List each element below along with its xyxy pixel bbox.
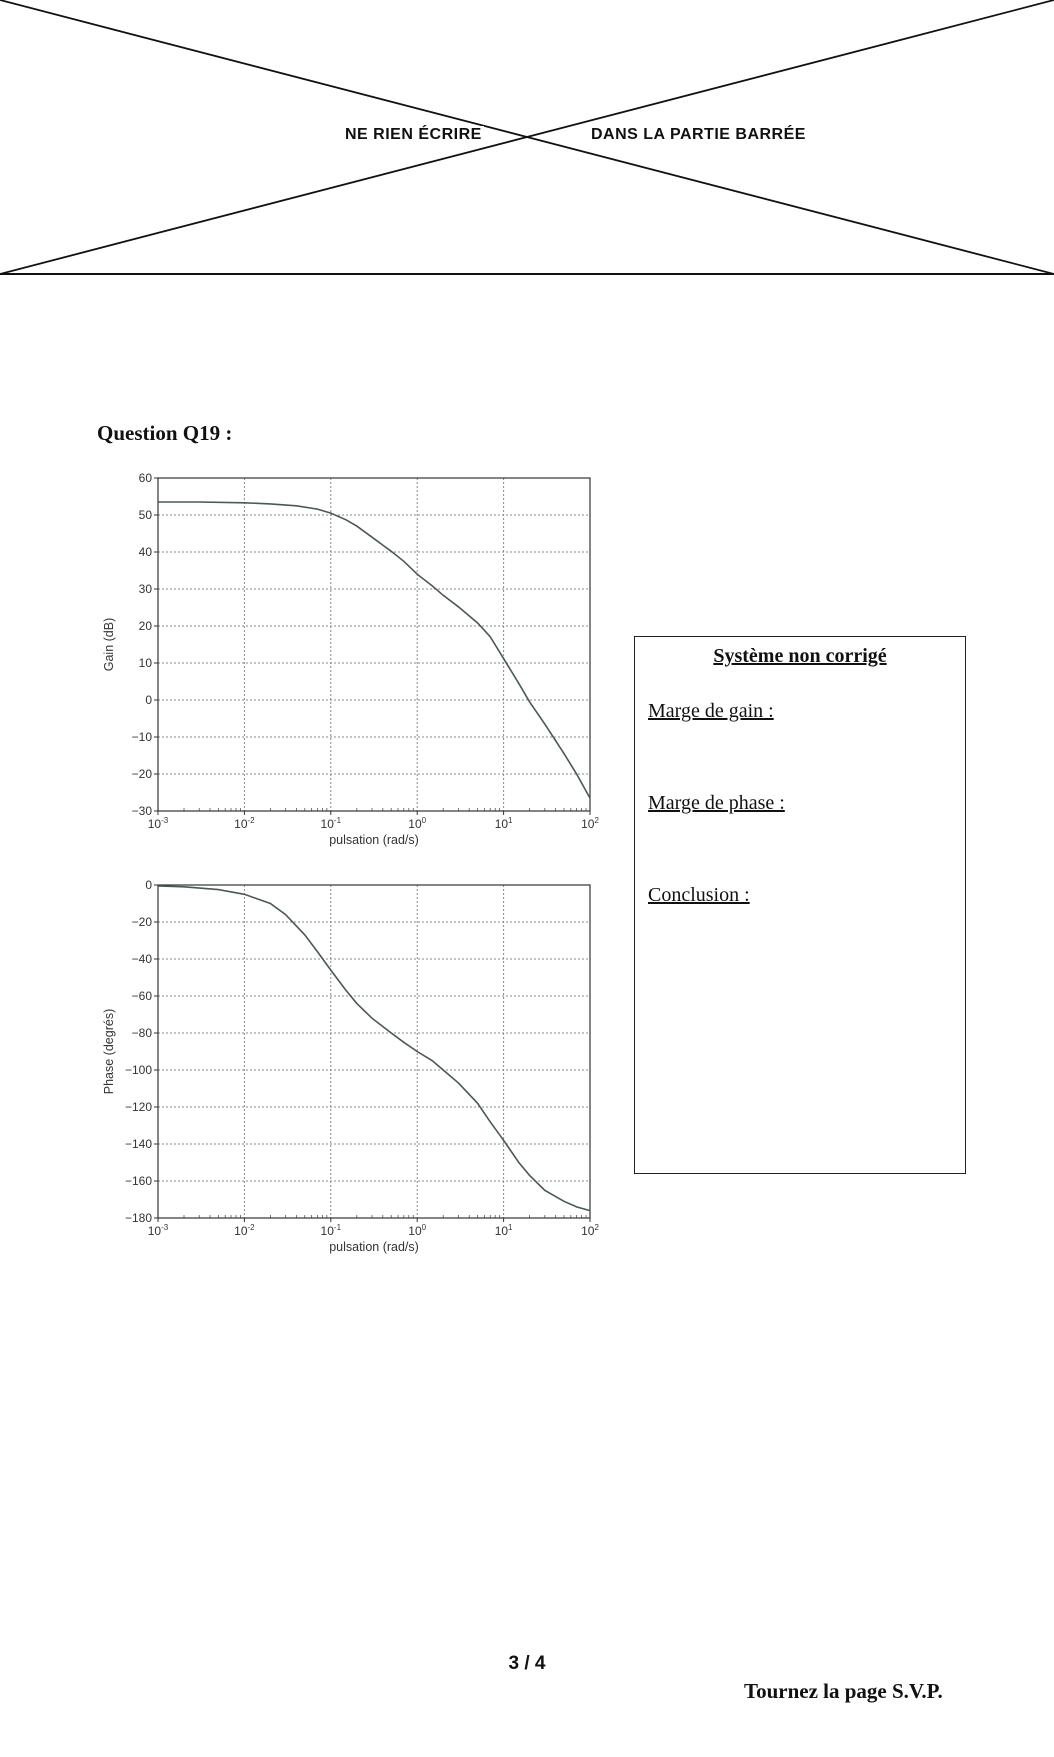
gain-x-tick-label: 102 — [581, 816, 599, 831]
gain-x-tick-label: 10-1 — [321, 816, 342, 831]
phase-y-tick-label: 0 — [145, 878, 152, 892]
phase-plot-frame — [157, 884, 591, 1219]
gain-chart: 10-3 10-2 10-1 100 101 102 60 50 40 30 20 10 0 −10 −20… — [96, 469, 616, 864]
gain-y-tick-label: −10 — [132, 730, 153, 744]
banner-right-text: DANS LA PARTIE BARRÉE — [589, 126, 808, 144]
gain-x-tick-label: 101 — [495, 816, 513, 831]
phase-y-tick-label: −60 — [132, 989, 153, 1003]
gain-y-tick-label: 20 — [139, 619, 153, 633]
phase-y-tick-label: −20 — [132, 915, 153, 929]
turn-page-note: Tournez la page S.V.P. — [744, 1679, 943, 1703]
phase-x-tick-label: 100 — [408, 1223, 426, 1238]
phase-y-tick-label: −100 — [125, 1063, 152, 1077]
gain-x-tick-label: 10-3 — [148, 816, 169, 831]
gain-bode-plot: 10-3 10-2 10-1 100 101 1026050403020100−10−20… — [102, 471, 599, 847]
phase-x-tick-label: 101 — [495, 1223, 513, 1238]
gain-margin-label: Marge de gain : — [648, 700, 774, 722]
gain-y-tick-label: 60 — [139, 471, 153, 485]
gain-y-tick-label: 10 — [139, 656, 153, 670]
answer-box-title: Système non corrigé — [713, 645, 887, 667]
phase-y-tick-label: −40 — [132, 952, 153, 966]
gain-plot-frame — [157, 477, 591, 812]
phase-x-tick-label: 10-2 — [234, 1223, 255, 1238]
phase-chart: 10-3 10-2 10-1 100 101 102 0 −20 −40 −60 −80 −100 −1… — [96, 876, 616, 1271]
banner-left-text: NE RIEN ÉCRIRE — [343, 126, 484, 144]
gain-y-axis-label: Gain (dB) — [102, 618, 116, 672]
answer-box: Système non corrigé Marge de gain : Marg… — [634, 636, 966, 1174]
crossed-area-lines — [0, 0, 1054, 275]
phase-x-tick-label: 102 — [581, 1223, 599, 1238]
gain-y-tick-label: 50 — [139, 508, 153, 522]
gain-series-line — [158, 501, 591, 799]
phase-x-axis-label: pulsation (rad/s) — [329, 1240, 419, 1254]
phase-x-tick-label: 10-1 — [321, 1223, 342, 1238]
phase-x-tick-label: 10-3 — [148, 1223, 169, 1238]
gain-x-axis-label: pulsation (rad/s) — [329, 833, 419, 847]
phase-y-tick-label: −180 — [125, 1211, 152, 1225]
phase-margin-label: Marge de phase : — [648, 792, 785, 814]
gain-x-tick-label: 10-2 — [234, 816, 255, 831]
phase-y-axis-label: Phase (degrés) — [102, 1009, 116, 1094]
conclusion-label: Conclusion : — [648, 884, 750, 906]
gain-y-tick-label: 40 — [139, 545, 153, 559]
phase-y-tick-label: −140 — [125, 1137, 152, 1151]
phase-series-line — [157, 885, 591, 1212]
phase-y-tick-label: −80 — [132, 1026, 153, 1040]
gain-y-tick-label: −30 — [132, 804, 153, 818]
phase-bode-plot: 10-3 10-2 10-1 100 101 102 0 −20 −40 −60 −80 −100 −1… — [102, 878, 599, 1254]
gain-y-tick-label: 0 — [145, 693, 152, 707]
gain-y-tick-label: 30 — [139, 582, 153, 596]
phase-y-tick-label: −160 — [125, 1174, 152, 1188]
phase-y-tick-label: −120 — [125, 1100, 152, 1114]
gain-y-tick-label: −20 — [132, 767, 153, 781]
question-title: Question Q19 : — [97, 421, 233, 445]
gain-x-tick-label: 100 — [408, 816, 426, 831]
no-write-banner: NE RIEN ÉCRIRE DANS LA PARTIE BARRÉE — [0, 0, 1054, 278]
page-number: 3 / 4 — [508, 1653, 546, 1674]
